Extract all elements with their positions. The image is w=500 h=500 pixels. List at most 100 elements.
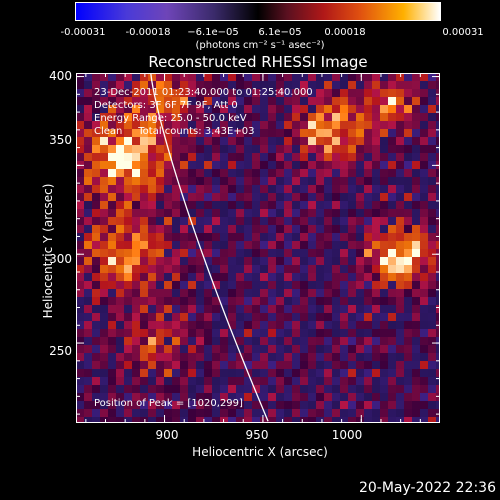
heatmap-cell bbox=[292, 281, 300, 289]
heatmap-cell bbox=[388, 289, 396, 297]
heatmap-cell bbox=[220, 225, 228, 233]
heatmap-cell bbox=[332, 161, 340, 169]
heatmap-cell bbox=[364, 169, 372, 177]
heatmap-cell bbox=[148, 177, 156, 185]
heatmap-cell bbox=[396, 329, 404, 337]
heatmap-cell bbox=[140, 409, 148, 417]
heatmap-cell bbox=[420, 137, 428, 145]
heatmap-cell bbox=[164, 369, 172, 377]
heatmap-cell bbox=[188, 73, 196, 81]
heatmap-cell bbox=[188, 361, 196, 369]
heatmap-cell bbox=[180, 145, 188, 153]
heatmap-cell bbox=[204, 385, 212, 393]
heatmap-cell bbox=[188, 153, 196, 161]
heatmap-cell bbox=[252, 241, 260, 249]
heatmap-cell bbox=[436, 137, 440, 145]
heatmap-cell bbox=[148, 417, 156, 423]
heatmap-cell bbox=[420, 257, 428, 265]
heatmap-cell bbox=[148, 369, 156, 377]
heatmap-cell bbox=[116, 385, 124, 393]
heatmap-cell bbox=[172, 129, 180, 137]
heatmap-cell bbox=[220, 257, 228, 265]
heatmap-cell bbox=[404, 281, 412, 289]
heatmap-cell bbox=[308, 249, 316, 257]
heatmap-cell bbox=[132, 281, 140, 289]
heatmap-cell bbox=[84, 393, 92, 401]
heatmap-cell bbox=[164, 177, 172, 185]
heatmap-cell bbox=[180, 153, 188, 161]
heatmap-cell bbox=[212, 369, 220, 377]
heatmap-cell bbox=[236, 137, 244, 145]
heatmap-cell bbox=[348, 89, 356, 97]
heatmap-cell bbox=[332, 225, 340, 233]
heatmap-cell bbox=[292, 321, 300, 329]
heatmap-cell bbox=[100, 417, 108, 423]
heatmap-cell bbox=[388, 89, 396, 97]
heatmap-cell bbox=[228, 217, 236, 225]
heatmap-cell bbox=[244, 225, 252, 233]
heatmap-cell bbox=[332, 305, 340, 313]
heatmap-cell bbox=[404, 145, 412, 153]
heatmap-cell bbox=[92, 225, 100, 233]
heatmap-cell bbox=[252, 153, 260, 161]
heatmap-cell bbox=[212, 217, 220, 225]
heatmap-cell bbox=[92, 129, 100, 137]
heatmap-cell bbox=[244, 385, 252, 393]
heatmap-cell bbox=[244, 105, 252, 113]
heatmap-cell bbox=[180, 217, 188, 225]
heatmap-cell bbox=[92, 409, 100, 417]
heatmap-cell bbox=[276, 129, 284, 137]
heatmap-cell bbox=[204, 73, 212, 81]
heatmap-cell bbox=[284, 185, 292, 193]
heatmap-cell bbox=[156, 257, 164, 265]
heatmap-cell bbox=[140, 345, 148, 353]
heatmap-cell bbox=[268, 337, 276, 345]
heatmap-cell bbox=[404, 169, 412, 177]
heatmap-cell bbox=[316, 361, 324, 369]
heatmap-cell bbox=[308, 113, 316, 121]
heatmap-cell bbox=[380, 281, 388, 289]
heatmap-cell bbox=[372, 185, 380, 193]
heatmap-cell bbox=[300, 89, 308, 97]
heatmap-cell bbox=[388, 137, 396, 145]
heatmap-cell bbox=[268, 321, 276, 329]
heatmap-cell bbox=[300, 241, 308, 249]
heatmap-cell bbox=[204, 361, 212, 369]
heatmap-cell bbox=[348, 401, 356, 409]
heatmap-cell bbox=[156, 329, 164, 337]
heatmap-cell bbox=[140, 209, 148, 217]
heatmap-cell bbox=[420, 297, 428, 305]
heatmap-cell bbox=[388, 185, 396, 193]
heatmap-cell bbox=[212, 233, 220, 241]
heatmap-cell bbox=[196, 177, 204, 185]
heatmap-cell bbox=[284, 225, 292, 233]
heatmap-cell bbox=[268, 113, 276, 121]
heatmap-cell bbox=[252, 201, 260, 209]
heatmap-cell bbox=[124, 321, 132, 329]
heatmap-cell bbox=[348, 193, 356, 201]
heatmap-cell bbox=[308, 161, 316, 169]
heatmap-cell bbox=[204, 305, 212, 313]
heatmap-cell bbox=[100, 161, 108, 169]
heatmap-cell bbox=[316, 97, 324, 105]
heatmap-cell bbox=[244, 265, 252, 273]
heatmap-cell bbox=[132, 105, 140, 113]
heatmap-cell bbox=[364, 217, 372, 225]
heatmap-cell bbox=[244, 169, 252, 177]
heatmap-cell bbox=[188, 113, 196, 121]
heatmap-cell bbox=[228, 257, 236, 265]
heatmap-cell bbox=[340, 281, 348, 289]
heatmap-cell bbox=[92, 337, 100, 345]
heatmap-cell bbox=[284, 393, 292, 401]
heatmap-cell bbox=[412, 113, 420, 121]
heatmap-cell bbox=[340, 145, 348, 153]
heatmap-cell bbox=[412, 177, 420, 185]
heatmap-cell bbox=[412, 297, 420, 305]
heatmap-cell bbox=[140, 257, 148, 265]
heatmap-cell bbox=[156, 233, 164, 241]
heatmap-cell bbox=[372, 369, 380, 377]
heatmap-cell bbox=[92, 353, 100, 361]
heatmap-cell bbox=[428, 225, 436, 233]
heatmap-cell bbox=[180, 313, 188, 321]
heatmap-cell bbox=[132, 321, 140, 329]
